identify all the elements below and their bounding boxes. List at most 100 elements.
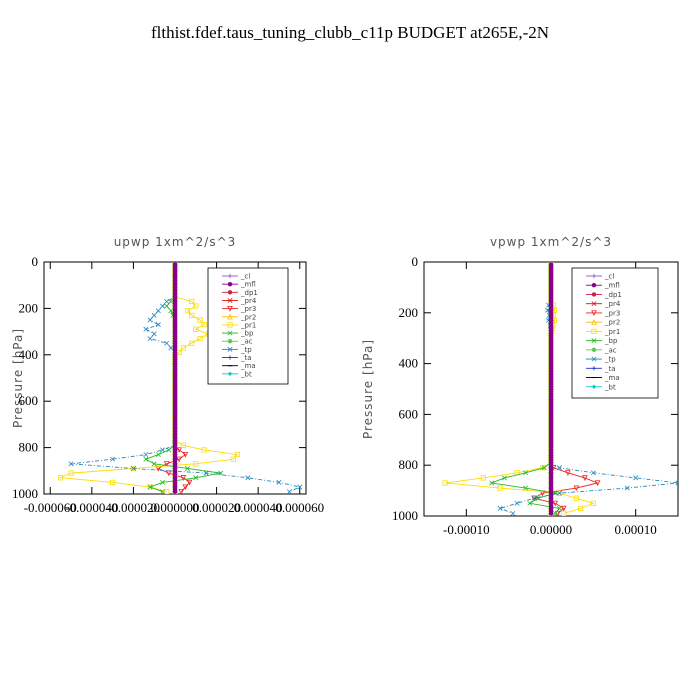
legend-marker	[227, 273, 233, 279]
data-point-pr3	[182, 451, 189, 458]
data-point-mfl	[548, 445, 554, 450]
data-point-mfl	[172, 373, 178, 378]
legend-marker	[227, 313, 233, 320]
data-point-mfl	[172, 396, 178, 402]
data-point-tp	[143, 326, 149, 332]
data-point-mfl	[548, 460, 554, 465]
data-point-mfl	[172, 424, 178, 429]
legend-label: _pr4	[604, 300, 621, 308]
y-tick-label: 1000	[12, 486, 38, 501]
data-point-mfl	[172, 443, 178, 448]
data-point-tp	[556, 490, 562, 496]
data-point-bp	[552, 510, 558, 516]
data-point-mfl	[548, 287, 554, 293]
data-point-mfl	[548, 369, 554, 374]
legend-marker	[227, 306, 233, 312]
data-point-bp	[160, 489, 166, 494]
data-point-pr3	[176, 447, 183, 454]
data-point-tp	[164, 298, 170, 304]
data-point-tp	[675, 480, 678, 486]
legend-label: _mfl	[240, 281, 256, 289]
data-point-mfl	[172, 429, 178, 434]
data-point-mfl	[172, 354, 178, 360]
legend-marker	[591, 384, 597, 389]
series-line-pr1	[445, 264, 595, 514]
data-point-mfl	[548, 292, 554, 298]
data-point-mfl	[548, 389, 554, 394]
legend-label: _pr3	[604, 309, 620, 317]
legend-label: _pr1	[604, 328, 620, 336]
data-point-mfl	[172, 345, 178, 351]
y-tick-label: 1000	[392, 508, 418, 523]
data-point-mfl	[548, 490, 554, 496]
x-tick-label: 0.00010	[615, 522, 657, 537]
data-point-tp	[147, 317, 153, 323]
data-point-mfl	[172, 303, 178, 309]
data-point-bp	[541, 465, 547, 471]
data-point-tp	[633, 475, 639, 481]
data-point-tp	[164, 340, 170, 346]
data-point-mfl	[548, 333, 554, 338]
x-tick-label: -0.000060	[24, 500, 77, 515]
data-point-mfl	[172, 410, 178, 415]
data-point-tp	[245, 475, 251, 481]
x-tick-label: 0.000040	[234, 500, 283, 515]
x-tick-label: 0.00000	[530, 522, 572, 537]
data-point-pr1	[189, 312, 195, 318]
x-tick-label: -0.000040	[65, 500, 118, 515]
data-point-tp	[276, 479, 282, 485]
data-point-mfl	[172, 470, 178, 476]
data-point-mfl	[548, 267, 554, 272]
data-point-mfl	[548, 313, 554, 318]
data-point-mfl	[548, 353, 554, 359]
data-point-mfl	[172, 484, 178, 490]
legend-marker	[591, 366, 597, 371]
series-layer	[442, 262, 678, 516]
data-point-mfl	[172, 262, 178, 267]
data-point-pr1	[147, 484, 153, 490]
data-point-tp	[151, 312, 157, 318]
data-point-mfl	[548, 470, 554, 476]
legend-marker	[591, 292, 597, 297]
legend-label: _bt	[240, 370, 252, 378]
data-point-mfl	[548, 419, 554, 425]
data-point-bp	[523, 470, 529, 476]
data-point-mfl	[548, 485, 554, 491]
data-point-pr3	[554, 510, 561, 516]
figure-title: flthist.fdef.taus_tuning_clubb_c11p BUDG…	[151, 23, 549, 42]
panel-title: vpwp 1xm^2/s^3	[490, 235, 612, 249]
data-point-pr3	[176, 456, 183, 463]
data-point-pr3	[182, 484, 189, 491]
data-point-tp	[203, 470, 209, 476]
data-point-tp	[514, 500, 520, 506]
data-point-mfl	[548, 511, 554, 516]
data-point-pr1	[193, 461, 199, 467]
data-point-mfl	[172, 452, 178, 457]
data-point-mfl	[548, 414, 554, 420]
data-point-mfl	[172, 461, 178, 467]
legend-marker	[227, 297, 233, 303]
data-point-pr1	[164, 489, 170, 494]
data-point-pr3	[565, 470, 571, 476]
data-point-mfl	[548, 496, 554, 501]
data-point-bp	[523, 485, 529, 491]
y-tick-label: 600	[19, 393, 39, 408]
data-point-mfl	[172, 368, 178, 374]
x-tick-label: 0.000000	[151, 500, 200, 515]
legend-label: _bp	[604, 337, 618, 345]
data-point-mfl	[548, 435, 554, 440]
data-point-tp	[531, 495, 537, 501]
panel-title: upwp 1xm^2/s^3	[114, 235, 237, 249]
data-point-pr3	[180, 475, 187, 481]
data-point-tp	[510, 510, 516, 516]
legend-box	[207, 267, 289, 385]
legend-label: _ta	[604, 365, 616, 373]
data-point-mfl	[548, 338, 554, 343]
data-point-mfl	[548, 348, 554, 354]
y-tick-label: 800	[19, 440, 39, 455]
y-tick-label: 0	[412, 254, 419, 269]
data-point-tp	[297, 484, 303, 490]
legend-marker	[591, 338, 597, 344]
legend-marker	[591, 347, 597, 353]
